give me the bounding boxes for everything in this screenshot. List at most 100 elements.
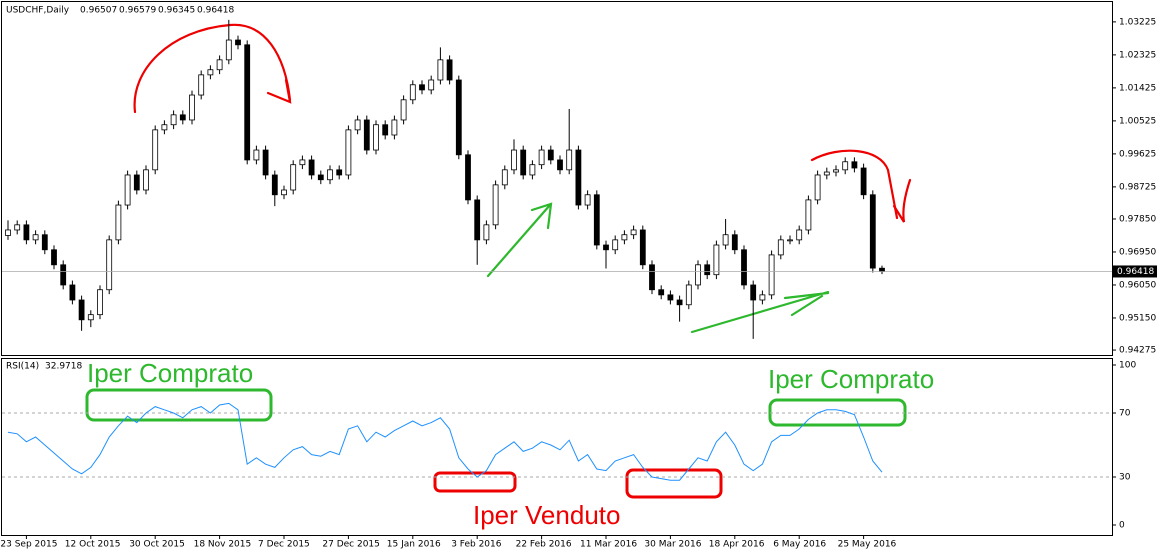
candle-body — [161, 124, 168, 131]
candle-body — [271, 174, 278, 196]
candle-body — [97, 289, 103, 316]
candle-body — [382, 124, 389, 136]
green-arrow — [486, 202, 553, 278]
candle-body — [511, 149, 517, 171]
candle-body — [777, 239, 784, 256]
x-tick-label: 30 Oct 2015 — [129, 540, 185, 550]
candle-body — [262, 149, 269, 176]
candle-body — [87, 314, 94, 321]
candle-body — [474, 199, 481, 241]
x-tick-label: 12 Oct 2015 — [65, 540, 121, 550]
candle-body — [759, 294, 766, 301]
candle-body — [115, 204, 122, 241]
candle-body — [603, 244, 609, 251]
candle-body — [170, 114, 177, 126]
x-tick-label: 7 Dec 2015 — [258, 540, 310, 550]
y-tick-label: 0.95150 — [1119, 313, 1156, 323]
candle-body — [345, 129, 352, 176]
y-tick-label: 70 — [1119, 409, 1131, 419]
candle-body — [869, 194, 876, 269]
annotation: Iper Comprato — [768, 364, 934, 394]
candle-body — [308, 159, 315, 176]
candle-body — [833, 169, 839, 173]
candle-body — [244, 44, 251, 161]
candle-body — [253, 149, 260, 161]
rsi-line — [7, 402, 883, 481]
candle-body — [465, 154, 471, 201]
rsi-value: 32.9718 — [45, 362, 82, 372]
candle-body — [290, 164, 297, 191]
candle-body — [814, 174, 821, 201]
x-tick-label: 18 Apr 2016 — [709, 540, 765, 550]
candle-body — [198, 74, 205, 96]
candle-body — [133, 174, 140, 191]
x-tick-label: 30 Mar 2016 — [644, 540, 701, 550]
candle-body — [566, 149, 573, 171]
candle-body — [557, 159, 563, 171]
overbought-box — [85, 388, 273, 422]
candle-body — [584, 194, 591, 206]
header-value: 0.96418 — [197, 6, 234, 16]
candle-body — [722, 234, 729, 246]
x-tick-label: 3 Feb 2016 — [451, 540, 502, 550]
x-tick-label: 6 May 2016 — [773, 540, 826, 550]
candle-body — [658, 289, 665, 296]
candle-body — [455, 79, 462, 156]
y-tick-label: 30 — [1119, 473, 1131, 483]
candle-body — [731, 234, 738, 251]
y-tick-label: 0.97850 — [1119, 214, 1156, 224]
x-tick-label: 15 Jan 2016 — [387, 540, 441, 550]
candle-body — [317, 174, 324, 181]
candle-body — [630, 229, 637, 236]
candle-body — [69, 284, 76, 301]
candle-body — [501, 169, 508, 186]
y-tick-label: 0.96050 — [1119, 280, 1156, 290]
candle-body — [851, 161, 858, 169]
y-tick-label: 0 — [1119, 521, 1125, 531]
candle-body — [400, 99, 407, 121]
x-tick-label: 27 Dec 2015 — [322, 540, 380, 550]
candle-body — [879, 267, 885, 272]
candle-body — [704, 264, 711, 276]
candle-body — [51, 249, 57, 266]
candle-body — [41, 234, 48, 251]
header-value: 0.96345 — [158, 6, 195, 16]
candle-body — [14, 224, 21, 231]
candle-body — [520, 149, 527, 176]
candle-body — [23, 224, 30, 241]
candle-body — [373, 124, 379, 151]
y-tick-label: 100 — [1119, 361, 1136, 371]
candle-body — [823, 171, 830, 176]
annotation: Iper Comprato — [87, 358, 253, 388]
candle-body — [207, 69, 214, 76]
x-tick-label: 23 Sep 2015 — [0, 540, 57, 550]
candle-body — [741, 249, 747, 286]
oversold-box — [433, 471, 517, 493]
symbol-title: USDCHF,Daily — [6, 6, 70, 16]
candle-body — [860, 167, 867, 196]
candle-body — [409, 84, 416, 101]
header-value: 0.96507 — [80, 6, 117, 16]
candle-body — [492, 184, 499, 226]
candle-body — [621, 234, 628, 241]
y-tick-label: 1.00525 — [1119, 116, 1156, 126]
red-arc — [133, 23, 292, 114]
candle-body — [60, 264, 67, 286]
candle-body — [612, 239, 619, 251]
oversold-box — [625, 468, 723, 499]
candle-body — [225, 39, 232, 61]
annotation: Iper Venduto — [473, 500, 620, 530]
rsi-title: RSI(14) — [6, 362, 39, 372]
candle-body — [529, 164, 536, 176]
candle-body — [179, 114, 186, 121]
candle-body — [124, 174, 131, 206]
red-arrowhead — [266, 78, 292, 104]
candle-body — [575, 149, 582, 206]
candle-body — [32, 234, 39, 241]
y-tick-label: 0.99625 — [1119, 149, 1156, 159]
y-tick-label: 1.01425 — [1119, 83, 1156, 93]
y-tick-label: 1.02325 — [1119, 50, 1156, 60]
candle-body — [667, 294, 674, 301]
